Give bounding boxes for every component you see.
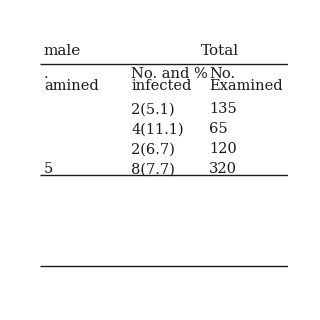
Text: male: male (44, 44, 81, 58)
Text: 320: 320 (209, 162, 237, 176)
Text: Examined: Examined (209, 79, 283, 93)
Text: .: . (44, 67, 49, 81)
Text: No. and %: No. and % (132, 67, 208, 81)
Text: 2(5.1): 2(5.1) (132, 102, 175, 116)
Text: 135: 135 (209, 102, 237, 116)
Text: No.: No. (209, 67, 235, 81)
Text: Total: Total (201, 44, 239, 58)
Text: 4(11.1): 4(11.1) (132, 122, 184, 136)
Text: 65: 65 (209, 122, 228, 136)
Text: amined: amined (44, 79, 99, 93)
Text: 2(6.7): 2(6.7) (132, 142, 175, 156)
Text: 120: 120 (209, 142, 237, 156)
Text: 5: 5 (44, 162, 53, 176)
Text: infected: infected (132, 79, 192, 93)
Text: 8(7.7): 8(7.7) (132, 162, 175, 176)
